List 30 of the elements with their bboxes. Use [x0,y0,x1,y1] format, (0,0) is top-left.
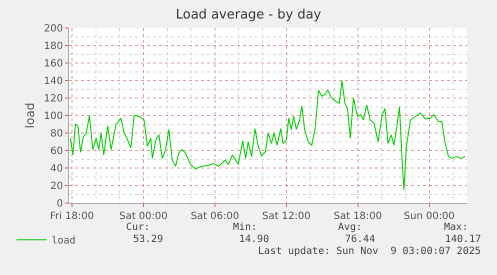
x-tick-label: Sat 18:00 [334,211,382,222]
y-tick-label: 0 [56,198,63,210]
x-tick-label: Sun 00:00 [404,211,455,222]
x-tick-label: Fri 18:00 [50,211,94,222]
text: 76.44 [345,234,376,245]
text: 14.90 [239,234,270,245]
y-tick-label: 140 [44,76,63,87]
y-tick-label: 180 [44,41,63,52]
y-tick-label: 100 [44,111,63,122]
text: Avg: [338,222,362,233]
y-tick-label: 40 [50,164,63,174]
text: Min: [233,222,258,233]
x-tick-label: Sat 12:00 [262,211,311,222]
y-tick-label: 20 [50,181,63,192]
x-tick-label: Sat 06:00 [190,211,240,222]
text: 53.29 [133,234,164,245]
y-tick-label: 80 [50,128,63,140]
line-series [70,80,466,190]
y-tick-label: 120 [44,94,63,104]
text: Max: [444,222,468,233]
y-tick-label: 160 [44,58,63,70]
text: 140.17 [445,234,482,245]
y-tick-label: 60 [50,146,63,157]
text: Last update: Sun Nov 9 03:00:07 2025 [258,246,481,257]
text: Cur: [126,222,150,233]
chart-title: Load average - by day [176,8,322,23]
x-tick-label: Sat 00:00 [119,211,168,222]
legend-label: load [51,236,76,247]
y-tick-label: 200 [44,24,63,34]
y-axis-title: load [23,102,38,128]
